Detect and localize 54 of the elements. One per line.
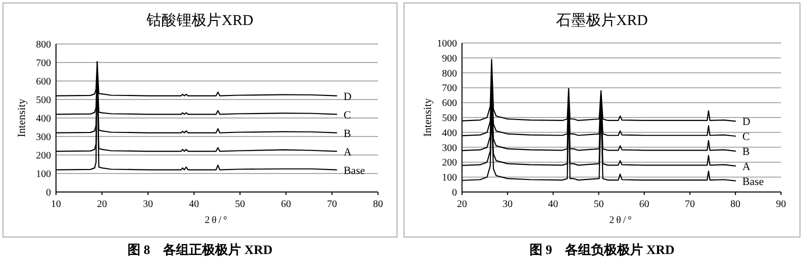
caption: 图 9 各组负极极片 XRD xyxy=(529,242,675,257)
series-label: C xyxy=(742,131,750,144)
series-label: C xyxy=(344,109,351,122)
y-tick-label: 600 xyxy=(442,98,457,110)
x-tick-label: 40 xyxy=(548,199,558,210)
y-axis-title: Intensity xyxy=(422,98,434,137)
y-tick-label: 600 xyxy=(36,76,51,88)
x-tick-label: 80 xyxy=(373,199,383,210)
y-tick-label: 900 xyxy=(442,53,457,64)
x-tick-label: 40 xyxy=(189,199,199,210)
x-tick-label: 20 xyxy=(97,199,107,210)
series-label: A xyxy=(344,146,352,158)
x-tick-label: 70 xyxy=(327,199,337,210)
y-tick-label: 500 xyxy=(36,95,51,106)
series-label: B xyxy=(344,128,351,140)
x-tick-label: 30 xyxy=(502,199,513,210)
y-axis-title: Intensity xyxy=(16,98,28,138)
x-tick-label: 20 xyxy=(457,199,467,210)
y-tick-label: 500 xyxy=(442,113,457,124)
y-tick-label: 300 xyxy=(36,132,51,143)
x-tick-label: 60 xyxy=(639,199,650,210)
series-label: Base xyxy=(742,176,764,188)
y-tick-label: 1000 xyxy=(437,38,457,50)
x-tick-label: 90 xyxy=(776,199,786,210)
y-tick-label: 800 xyxy=(36,40,51,50)
x-axis-title: 2θ/° xyxy=(609,215,634,226)
caption: 图 8 各组正极极片 XRD xyxy=(127,242,273,257)
x-axis-title: 2θ/° xyxy=(204,215,230,226)
x-tick-label: 70 xyxy=(684,199,695,210)
y-tick-label: 400 xyxy=(442,128,457,139)
y-tick-label: 200 xyxy=(442,158,457,169)
y-tick-label: 700 xyxy=(442,83,457,94)
y-tick-label: 400 xyxy=(36,114,51,124)
y-tick-label: 200 xyxy=(36,150,51,162)
y-tick-label: 300 xyxy=(442,142,457,154)
chart-title: 石墨极片XRD xyxy=(556,12,648,29)
x-tick-label: 50 xyxy=(594,199,604,210)
y-tick-label: 100 xyxy=(442,172,457,184)
x-tick-label: 80 xyxy=(730,199,740,210)
y-tick-label: 100 xyxy=(36,169,51,180)
series-label: D xyxy=(742,116,750,128)
series-label: A xyxy=(742,160,750,173)
series-label: D xyxy=(344,90,352,103)
y-tick-label: 0 xyxy=(452,188,457,198)
series-label: B xyxy=(742,146,750,158)
x-tick-label: 60 xyxy=(281,199,291,210)
x-tick-label: 50 xyxy=(235,199,245,210)
x-tick-label: 30 xyxy=(143,199,153,210)
chart-title: 钴酸锂极片XRD xyxy=(146,12,254,29)
y-tick-label: 800 xyxy=(442,68,457,80)
y-tick-label: 0 xyxy=(46,188,51,198)
series-label: Base xyxy=(344,164,366,177)
x-tick-label: 10 xyxy=(51,199,61,210)
y-tick-label: 700 xyxy=(36,58,51,69)
